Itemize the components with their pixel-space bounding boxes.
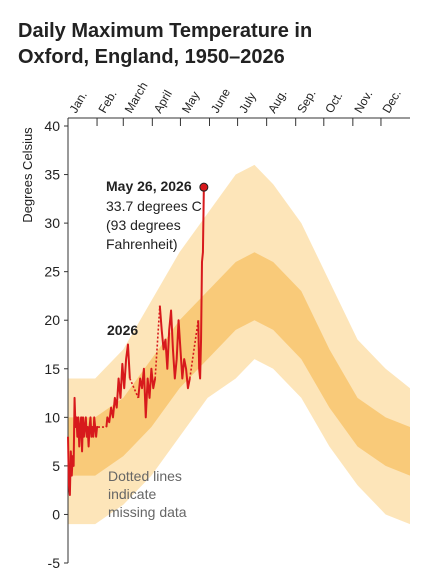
note-text: missing data [108, 504, 187, 520]
note-text: indicate [108, 486, 156, 502]
y-axis-label: Degrees Celsius [20, 127, 35, 223]
highlight-point [199, 182, 209, 192]
note-text: Dotted lines [108, 468, 182, 484]
x-tick-label: Feb. [96, 88, 120, 116]
x-tick-label: Jan. [66, 89, 89, 116]
y-tick-label: 40 [44, 118, 60, 134]
line-layer [67, 182, 209, 497]
x-tick-label: Aug. [265, 87, 289, 115]
series-line [67, 187, 205, 497]
x-tick-label: March [122, 80, 151, 116]
label-layer: 2026 May 26, 2026 33.7 degrees C (93 degree… [106, 178, 202, 520]
y-tick-label: 20 [44, 312, 60, 328]
y-tick-label: 30 [44, 215, 60, 231]
missing-data-connector [154, 305, 161, 379]
y-tick-label: 10 [44, 409, 60, 425]
missing-data-connector [129, 378, 140, 399]
x-tick-label: April [151, 88, 175, 116]
x-tick-label: Oct. [322, 89, 345, 115]
x-tick-label: May [179, 89, 202, 116]
annotation-text: (93 degrees [106, 217, 181, 233]
y-tick-label: 15 [44, 361, 60, 377]
y-tick-label: 0 [52, 506, 60, 522]
x-tick-label: Dec. [379, 87, 403, 115]
y-tick-label: 25 [44, 264, 60, 280]
annotation-text: Fahrenheit) [106, 236, 178, 252]
y-tick-label: 5 [52, 458, 60, 474]
x-tick-label: June [208, 86, 233, 116]
range-band [68, 164, 410, 525]
inner-range-band [68, 252, 410, 476]
x-tick-label: July [236, 90, 259, 115]
annotation-text: 33.7 degrees C [106, 198, 202, 214]
chart-title: Daily Maximum Temperature in [18, 20, 312, 42]
band-layer [68, 164, 410, 525]
y-tick-label: -5 [48, 555, 61, 571]
y-tick-label: 35 [44, 167, 60, 183]
x-tick-label: Sep. [294, 87, 318, 115]
x-tick-label: Nov. [351, 88, 375, 116]
series-label: 2026 [107, 322, 138, 338]
chart-title: Oxford, England, 1950–2026 [18, 46, 285, 68]
annotation-date: May 26, 2026 [106, 178, 192, 194]
missing-data-connector [189, 320, 200, 379]
